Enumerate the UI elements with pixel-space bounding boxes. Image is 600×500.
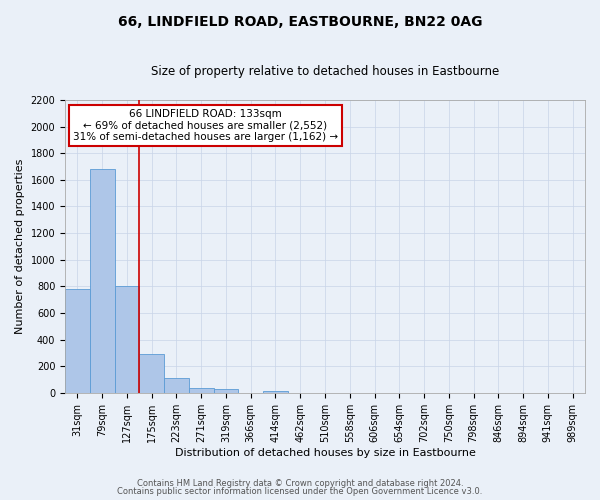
Text: Contains public sector information licensed under the Open Government Licence v3: Contains public sector information licen… xyxy=(118,487,482,496)
Bar xyxy=(90,169,115,393)
Bar xyxy=(214,390,238,393)
X-axis label: Distribution of detached houses by size in Eastbourne: Distribution of detached houses by size … xyxy=(175,448,475,458)
Bar xyxy=(263,391,288,393)
Bar xyxy=(164,378,189,393)
Text: 66, LINDFIELD ROAD, EASTBOURNE, BN22 0AG: 66, LINDFIELD ROAD, EASTBOURNE, BN22 0AG xyxy=(118,15,482,29)
Y-axis label: Number of detached properties: Number of detached properties xyxy=(15,158,25,334)
Bar xyxy=(115,286,139,393)
Title: Size of property relative to detached houses in Eastbourne: Size of property relative to detached ho… xyxy=(151,65,499,78)
Text: 66 LINDFIELD ROAD: 133sqm
← 69% of detached houses are smaller (2,552)
31% of se: 66 LINDFIELD ROAD: 133sqm ← 69% of detac… xyxy=(73,109,338,142)
Bar xyxy=(139,354,164,393)
Bar xyxy=(65,289,90,393)
Text: Contains HM Land Registry data © Crown copyright and database right 2024.: Contains HM Land Registry data © Crown c… xyxy=(137,478,463,488)
Bar xyxy=(189,388,214,393)
